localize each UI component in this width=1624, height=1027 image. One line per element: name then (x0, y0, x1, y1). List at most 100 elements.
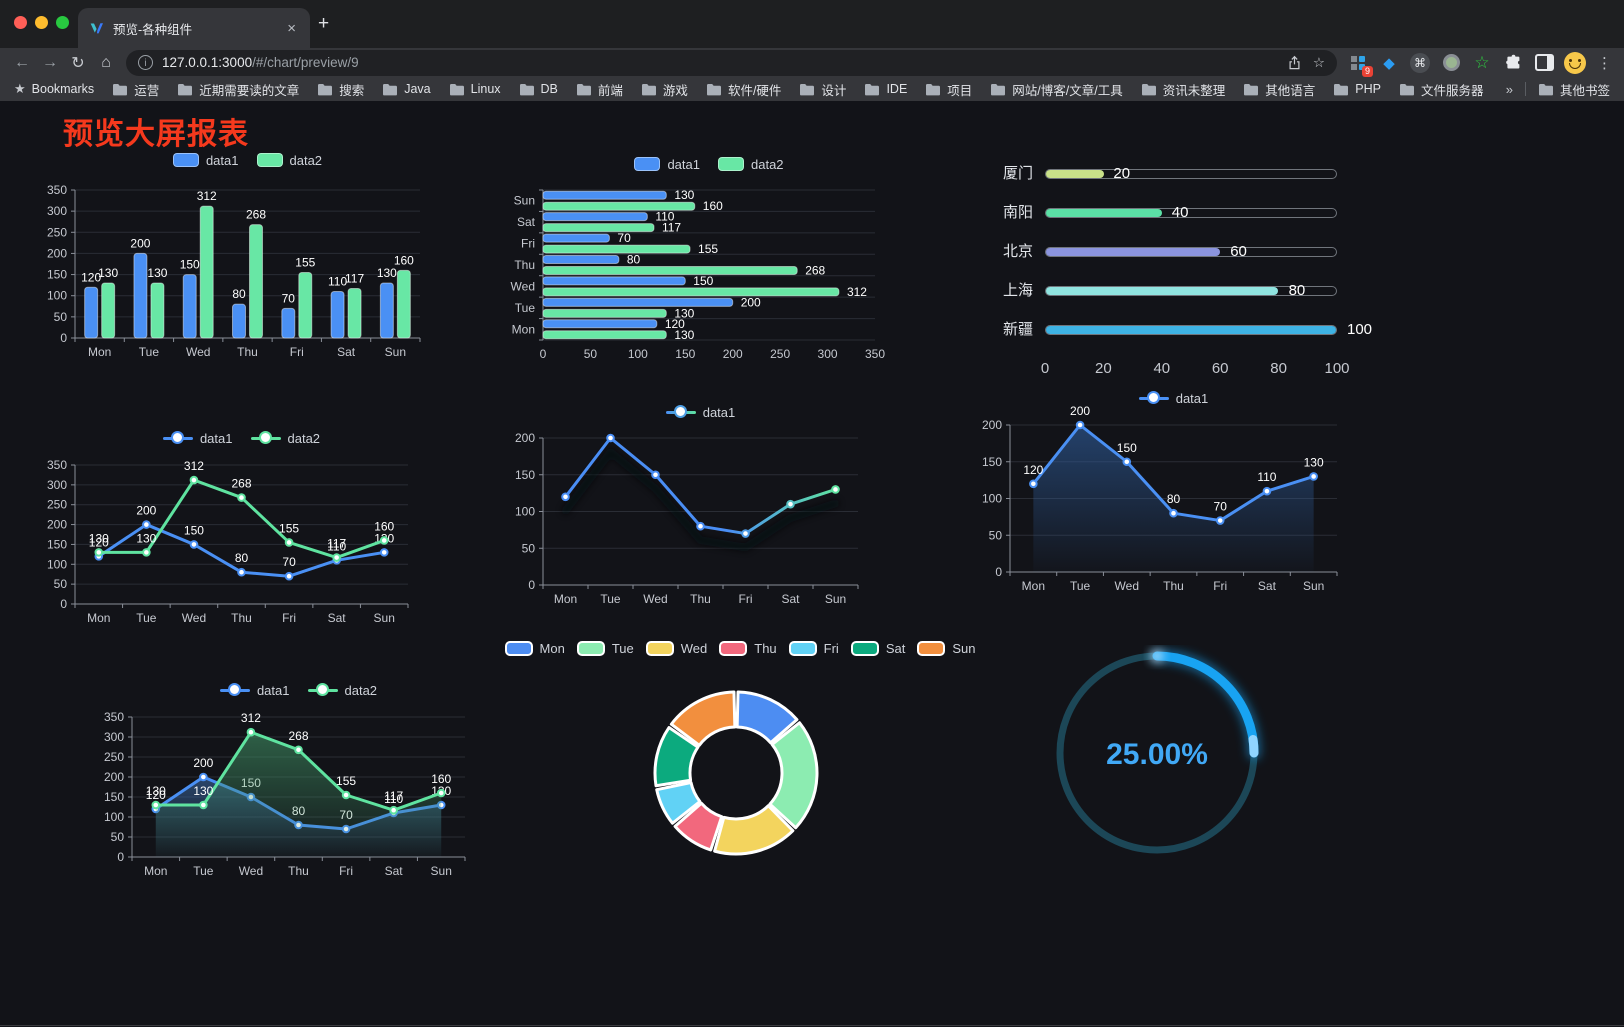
bookmark-folder[interactable]: 软件/硬件 (706, 80, 781, 99)
chart-legend[interactable]: data1 data2 (75, 430, 408, 446)
bookmark-folder[interactable]: 文件服务器 (1399, 80, 1483, 99)
progress-row: 新疆 100 (975, 319, 1375, 341)
legend-item[interactable]: data2 (256, 153, 322, 168)
new-tab-button[interactable]: + (318, 13, 330, 34)
svg-text:50: 50 (111, 830, 125, 844)
other-bookmarks-folder[interactable]: 其他书签 (1538, 80, 1610, 99)
forward-icon[interactable]: → (42, 53, 58, 71)
bookmark-folder[interactable]: 资讯未整理 (1141, 80, 1225, 99)
svg-text:110: 110 (384, 792, 403, 806)
legend-item[interactable]: Thu (719, 640, 777, 656)
legend-item[interactable]: Tue (576, 640, 634, 656)
fullscreen-window-button[interactable] (56, 16, 69, 29)
svg-text:Sat: Sat (328, 611, 347, 625)
svg-text:0: 0 (540, 347, 547, 361)
legend-line-marker (250, 431, 281, 445)
bookmarks-manager-item[interactable]: ★ Bookmarks (14, 81, 95, 96)
legend-label: data1 (1175, 390, 1209, 406)
svg-text:50: 50 (54, 310, 68, 324)
profile-avatar[interactable] (1564, 51, 1586, 74)
progress-track (1045, 208, 1337, 218)
share-icon[interactable] (1288, 55, 1301, 70)
bookmark-folder[interactable]: Linux (449, 82, 501, 96)
bookmark-folder[interactable]: PHP (1333, 82, 1381, 96)
close-window-button[interactable] (14, 16, 27, 29)
legend-item[interactable]: data1 (162, 431, 233, 446)
menu-icon[interactable]: ⋮ (1597, 54, 1612, 72)
extension-icon-grid[interactable]: 9 (1347, 52, 1373, 77)
legend-label: data1 (256, 682, 290, 698)
svg-text:0: 0 (528, 578, 535, 592)
bookmark-star-icon[interactable]: ☆ (1312, 54, 1325, 70)
svg-text:110: 110 (655, 210, 674, 224)
bookmark-folder[interactable]: 网站/博客/文章/工具 (990, 80, 1123, 99)
bookmark-folder[interactable]: 近期需要读的文章 (177, 80, 299, 99)
bookmark-folder[interactable]: DB (519, 82, 558, 96)
chart-legend[interactable]: data1 data2 (132, 682, 465, 698)
window-controls[interactable] (14, 16, 69, 29)
tab-search-icon[interactable] (1533, 52, 1555, 74)
bookmark-folder[interactable]: 项目 (925, 80, 972, 99)
legend-item[interactable]: Fri (788, 640, 839, 656)
home-icon[interactable]: ⌂ (101, 53, 111, 71)
bookmark-folder[interactable]: 游戏 (641, 80, 688, 99)
extensions-puzzle-icon[interactable] (1502, 52, 1524, 74)
svg-text:50: 50 (584, 347, 598, 361)
svg-text:100: 100 (47, 557, 67, 571)
svg-text:Sat: Sat (517, 215, 536, 229)
bookmarks-overflow-icon[interactable]: » (1505, 81, 1513, 97)
legend-swatch (256, 153, 283, 167)
chart-legend[interactable]: data1 data2 (75, 152, 420, 168)
legend-item[interactable]: data1 (172, 152, 239, 168)
address-bar[interactable]: i 127.0.0.1:3000/#/chart/preview/9 ☆ (126, 49, 1337, 76)
progress-fill (1046, 326, 1336, 334)
legend-swatch (718, 157, 744, 171)
legend-label: data2 (751, 156, 784, 172)
svg-text:Fri: Fri (282, 611, 296, 625)
reload-icon[interactable]: ↻ (71, 54, 85, 72)
progress-value: 40 (1171, 204, 1189, 221)
svg-text:250: 250 (770, 347, 790, 361)
bookmark-folder[interactable]: 搜索 (317, 80, 364, 99)
legend-item[interactable]: data1 (219, 682, 290, 698)
legend-item[interactable]: Sat (850, 640, 905, 656)
chart-legend[interactable]: data1 (1010, 390, 1337, 406)
extension-icon-diamond[interactable]: ◆ (1383, 54, 1395, 72)
back-icon[interactable]: ← (14, 53, 30, 71)
bookmark-folder[interactable]: 运营 (112, 80, 159, 99)
extension-icon-circle[interactable] (1440, 52, 1462, 74)
svg-text:200: 200 (47, 518, 67, 532)
chart-canvas (653, 690, 819, 856)
svg-text:110: 110 (1257, 470, 1276, 484)
legend-item[interactable]: data1 (1138, 390, 1209, 406)
legend-item[interactable]: data1 (665, 405, 735, 420)
legend-item[interactable]: data2 (718, 157, 784, 172)
bookmark-folder[interactable]: Java (382, 82, 431, 96)
chart-legend[interactable]: Mon Tue Wed Thu Fri Sat Sun (504, 640, 975, 656)
svg-text:350: 350 (47, 458, 67, 472)
legend-item[interactable]: data2 (307, 683, 377, 698)
chart-legend[interactable]: data1 data2 (543, 156, 875, 172)
bookmark-folder[interactable]: IDE (864, 82, 907, 96)
legend-label: Tue (611, 640, 634, 656)
minimize-window-button[interactable] (35, 16, 48, 29)
chart-grouped-bar: data1 data2 0 50 100 150 200 250 300 350 Mon Tue Wed… (40, 148, 425, 366)
extension-icon-star[interactable]: ☆ (1474, 52, 1490, 72)
progress-label: 南阳 (1002, 204, 1033, 221)
site-info-icon[interactable]: i (138, 55, 153, 70)
legend-label: data1 (205, 152, 239, 168)
bookmark-folder[interactable]: 设计 (799, 80, 846, 99)
extension-icon-command[interactable]: ⌘ (1409, 52, 1431, 74)
tab-close-icon[interactable]: × (287, 19, 296, 37)
legend-item[interactable]: data2 (250, 431, 320, 446)
legend-item[interactable]: data1 (634, 157, 700, 172)
chart-legend[interactable]: data1 (543, 404, 858, 420)
svg-text:130: 130 (674, 306, 694, 320)
progress-fill (1046, 170, 1104, 178)
bookmark-folder[interactable]: 前端 (576, 80, 623, 99)
browser-tab[interactable]: 预览-各种组件 × (78, 8, 310, 48)
bookmark-folder[interactable]: 其他语言 (1243, 80, 1315, 99)
legend-item[interactable]: Mon (504, 640, 565, 656)
legend-item[interactable]: Sun (917, 640, 975, 656)
legend-item[interactable]: Wed (645, 640, 707, 656)
